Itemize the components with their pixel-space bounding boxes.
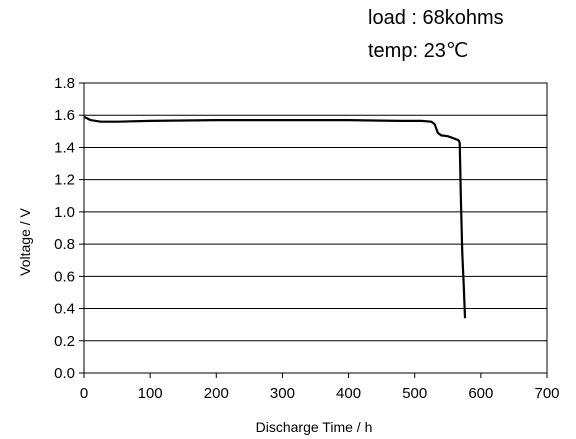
x-axis-ticks: 0 100 200 300 400 500 600 700 — [80, 373, 560, 402]
y-tick-label: 1.4 — [54, 139, 75, 156]
x-tick-label: 100 — [138, 385, 163, 402]
x-tick-label: 300 — [270, 385, 295, 402]
plot-area-frame — [83, 82, 548, 374]
y-tick-label: 0.8 — [54, 236, 75, 253]
x-tick-label: 0 — [80, 385, 88, 402]
y-tick-label: 0.6 — [54, 268, 75, 285]
y-axis-label: Voltage / V — [17, 207, 33, 275]
x-tick-label: 700 — [534, 385, 559, 402]
y-tick-label: 1.6 — [54, 107, 75, 124]
y-tick-label: 1.0 — [54, 204, 75, 221]
y-tick-label: 1.2 — [54, 172, 75, 189]
x-axis-label: Discharge Time / h — [256, 419, 373, 435]
x-tick-label: 200 — [204, 385, 229, 402]
y-tick-label: 0.2 — [54, 333, 75, 350]
load-annotation: load : 68kohms — [368, 7, 504, 29]
x-tick-label: 500 — [402, 385, 427, 402]
temp-annotation: temp: 23℃ — [368, 40, 469, 62]
series-line — [83, 115, 467, 319]
x-tick-label: 400 — [336, 385, 361, 402]
x-tick-label: 600 — [468, 385, 493, 402]
grid — [84, 114, 547, 342]
y-axis-ticks: 0.0 0.2 0.4 0.6 0.8 1.0 1.2 1.4 1.6 1.8 — [54, 75, 84, 382]
y-tick-label: 0.4 — [54, 301, 75, 318]
y-tick-label: 0.0 — [54, 365, 75, 382]
y-tick-label: 1.8 — [54, 75, 75, 92]
